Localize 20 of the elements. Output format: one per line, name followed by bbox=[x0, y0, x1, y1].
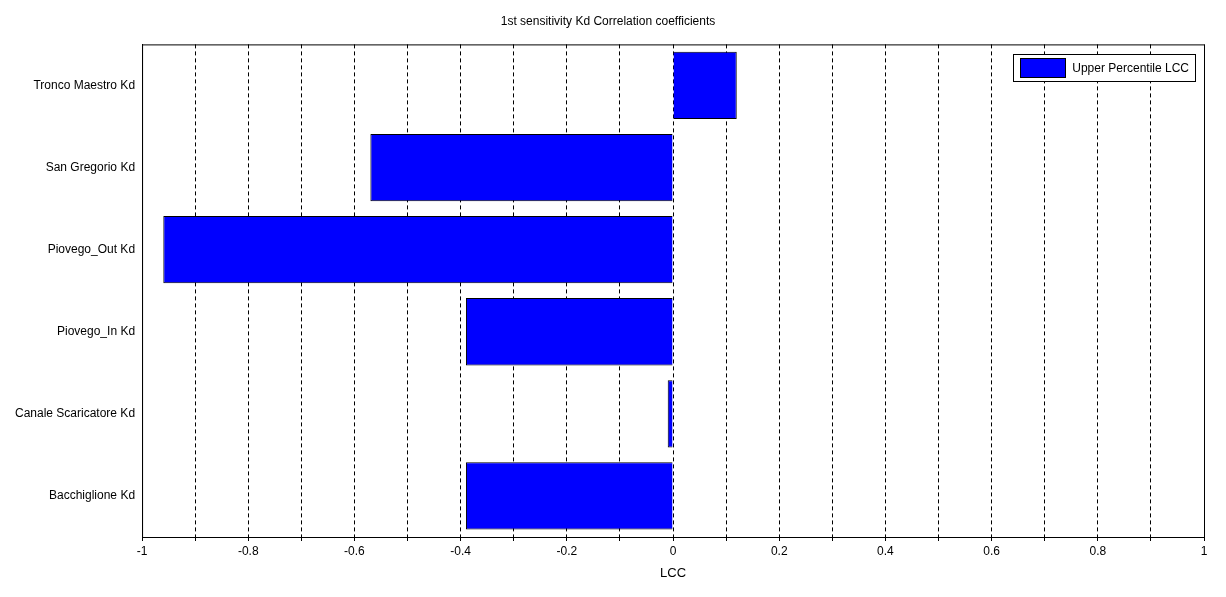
legend-label: Upper Percentile LCC bbox=[1072, 61, 1189, 76]
x-tick-label: -0.6 bbox=[344, 543, 366, 558]
x-tick-label: 0.4 bbox=[877, 543, 895, 558]
y-tick-label: San Gregorio Kd bbox=[45, 159, 136, 174]
y-tick-label: Canale Scaricatore Kd bbox=[14, 406, 136, 421]
x-tick-label: 0.2 bbox=[770, 543, 788, 558]
chart-title: 1st sensitivity Kd Correlation coefficients bbox=[500, 13, 716, 28]
y-tick-label: Piovego_In Kd bbox=[57, 324, 136, 339]
x-tick-label: 0 bbox=[669, 543, 677, 558]
x-tick-label: -1 bbox=[136, 543, 148, 558]
x-tick-label: -0.8 bbox=[237, 543, 259, 558]
y-tick-label: Tronco Maestro Kd bbox=[33, 77, 136, 92]
x-tick-label: 0.6 bbox=[983, 543, 1001, 558]
y-tick-label: Piovego_Out Kd bbox=[47, 241, 136, 256]
x-tick-label: 1 bbox=[1200, 543, 1208, 558]
x-tick-label: -0.2 bbox=[556, 543, 578, 558]
x-tick-label: 0.8 bbox=[1089, 543, 1107, 558]
x-tick-label: -0.4 bbox=[450, 543, 472, 558]
y-tick-label: Bacchiglione Kd bbox=[49, 488, 136, 503]
x-axis-title: LCC bbox=[660, 564, 687, 580]
